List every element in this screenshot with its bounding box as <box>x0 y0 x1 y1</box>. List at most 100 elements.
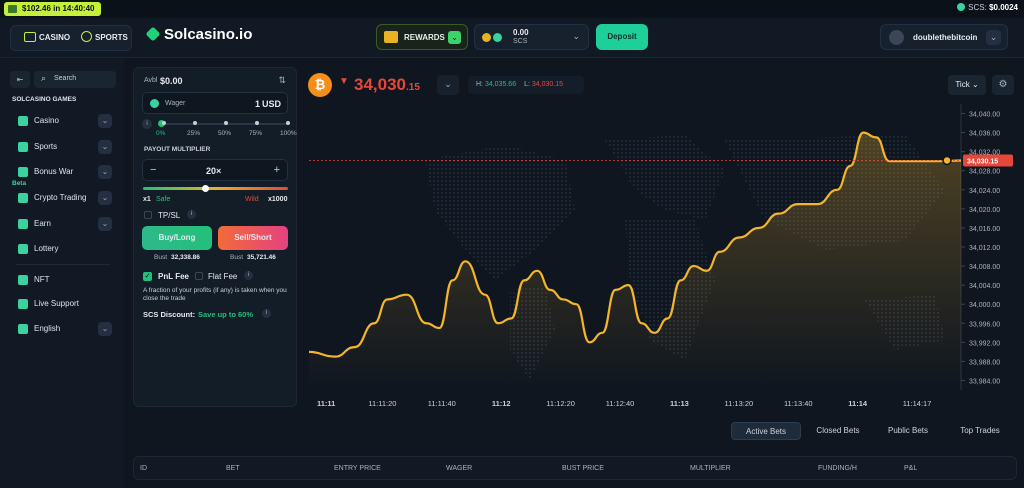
x-tick-label: 11:11:40 <box>428 399 456 408</box>
x-tick-label: 11:13 <box>670 399 689 408</box>
tick-mode-dropdown[interactable]: Tick ⌄ <box>948 75 986 95</box>
y-tick-label: 34,040.00 <box>969 112 1000 119</box>
sidebar-item-label: Sports <box>34 142 58 151</box>
sidebar-item-label: Crypto Trading <box>34 193 87 202</box>
sidebar-item-label: NFT <box>34 275 50 284</box>
nav-sports[interactable]: SPORTS <box>81 24 128 52</box>
scs-price: SCS: $0.0024 <box>957 3 1018 12</box>
collapse-sidebar-icon[interactable]: ⇤ <box>10 71 30 88</box>
wager-input[interactable]: Wager 1 USD <box>142 92 288 114</box>
col-multiplier: MULTIPLIER <box>690 465 731 472</box>
deposit-button[interactable]: Deposit <box>596 24 648 50</box>
sidebar-item-lottery[interactable]: Lottery <box>10 238 116 260</box>
logo-icon <box>145 26 161 42</box>
buy-long-button[interactable]: Buy/Long <box>142 226 212 250</box>
slot-icon <box>24 32 36 42</box>
price-chart: 33,984.00 33,988.00 33,992.00 33,996.00 34,0… <box>308 104 1013 408</box>
sidebar-item-bonus-war[interactable]: Bonus War ⌄ <box>10 161 116 183</box>
current-price-tag <box>963 154 1013 167</box>
sidebar-item-casino[interactable]: Casino ⌄ <box>10 110 116 132</box>
x-tick-label: 11:11:20 <box>368 399 396 408</box>
chevron-down-icon[interactable]: ⌄ <box>98 140 112 154</box>
slider-handle[interactable] <box>158 120 165 127</box>
multiplier-input[interactable]: − 20× + <box>142 159 288 181</box>
pnl-fee-checkbox[interactable]: ✓ <box>143 272 152 281</box>
current-price-label: 34,030.15 <box>967 158 998 165</box>
divider <box>16 264 110 265</box>
x-tick-label: 11:13:40 <box>784 399 813 408</box>
slider-tick-dot[interactable] <box>224 121 228 125</box>
y-tick-label: 34,000.00 <box>969 302 1000 309</box>
price-line <box>308 131 962 358</box>
col-pnl: P&L <box>904 465 918 472</box>
chevron-down-icon[interactable]: ⌄ <box>98 322 112 336</box>
low-price: 34,030.15 <box>531 81 564 88</box>
nav-casino[interactable]: CASINO <box>24 24 70 52</box>
multiplier-slider[interactable] <box>143 187 288 190</box>
info-icon[interactable]: i <box>244 271 253 280</box>
market-dropdown[interactable]: ⌄ <box>437 75 459 95</box>
sell-bust-price: 35,721.46 <box>247 254 276 261</box>
settings-gear-icon[interactable]: ⚙ <box>992 75 1014 95</box>
chevron-down-icon[interactable]: ⌄ <box>98 217 112 231</box>
slider-tick-dot[interactable] <box>162 121 166 125</box>
current-price-dot <box>942 155 952 166</box>
chevron-down-icon: ⌄ <box>572 31 580 41</box>
sidebar-item-live-support[interactable]: Live Support <box>10 293 116 315</box>
multiplier-handle[interactable] <box>202 185 209 192</box>
chevron-down-icon[interactable]: ⌄ <box>98 191 112 205</box>
col-id: ID <box>140 465 147 472</box>
bet-panel: Avbl $0.00 ⇅ Wager 1 USD i 0% 25% 50% 75% 10… <box>133 67 297 407</box>
sidebar-item-nft[interactable]: NFT <box>10 269 116 291</box>
x-tick-label: 11:11 <box>317 399 335 408</box>
slider-tick-dot[interactable] <box>255 121 259 125</box>
tab-closed-bets[interactable]: Closed Bets <box>816 426 860 435</box>
available-balance: $0.00 <box>160 76 183 86</box>
support-icon <box>18 299 28 309</box>
chevron-down-icon[interactable]: ⌄ <box>98 114 112 128</box>
current-price: 34,030.15 <box>354 75 420 94</box>
chevron-down-icon[interactable]: ⌄ <box>98 165 112 179</box>
tpsl-checkbox[interactable] <box>144 211 152 219</box>
sidebar-item-sports[interactable]: Sports ⌄ <box>10 136 116 158</box>
slider-tick-dot[interactable] <box>286 121 290 125</box>
sell-short-button[interactable]: Sell/Short <box>218 226 288 250</box>
site-logo[interactable]: Solcasino.io <box>145 26 252 43</box>
y-tick-label: 34,004.00 <box>969 283 1000 290</box>
search-input[interactable]: ⌕ Search <box>34 71 116 88</box>
sidebar-item-label: English <box>34 324 61 333</box>
decrease-button[interactable]: − <box>150 164 157 176</box>
rewards-button[interactable]: REWARDS ⌄ <box>376 24 468 50</box>
tab-top-trades[interactable]: Top Trades <box>960 426 1000 435</box>
user-menu[interactable]: doublethebitcoin ⌄ <box>880 24 1008 50</box>
tab-active-bets[interactable]: Active Bets <box>731 422 801 440</box>
slider-tick-label: 50% <box>218 130 232 137</box>
sidebar-item-label: Bonus War <box>34 167 74 176</box>
increase-button[interactable]: + <box>273 164 280 176</box>
col-bet: BET <box>226 465 240 472</box>
lottery-icon <box>18 244 28 254</box>
tab-public-bets[interactable]: Public Bets <box>887 426 929 435</box>
info-icon[interactable]: i <box>262 309 271 318</box>
high-low-box: H: 34,035.66 L: 34,030.15 <box>468 76 584 94</box>
header: CASINO SPORTS Solcasino.io REWARDS ⌄ 0.0… <box>0 18 1024 58</box>
sidebar-item-crypto-trading[interactable]: Crypto Trading ⌄ <box>10 187 116 209</box>
y-tick-label: 34,024.00 <box>969 188 1000 195</box>
search-icon: ⌕ <box>41 73 47 83</box>
slider-tick-dot[interactable] <box>193 121 197 125</box>
info-icon[interactable]: i <box>187 210 196 219</box>
swap-icon[interactable]: ⇅ <box>278 75 286 85</box>
scs-icon <box>493 33 502 42</box>
info-icon[interactable]: i <box>142 119 152 129</box>
wallet-selector[interactable]: 0.00 SCS ⌄ <box>474 24 589 50</box>
col-bust-price: BUST PRICE <box>562 465 604 472</box>
sidebar-item-earn[interactable]: Earn ⌄ <box>10 213 116 235</box>
sidebar-item-english[interactable]: English ⌄ <box>10 318 116 340</box>
down-arrow-icon: ▼ <box>339 76 349 87</box>
promo-badge[interactable]: $102.46 in 14:40:40 <box>4 2 101 16</box>
bonus-war-icon <box>18 167 28 177</box>
beta-badge: Beta <box>12 180 27 187</box>
y-tick-label: 34,032.00 <box>969 150 1000 157</box>
flat-fee-checkbox[interactable] <box>195 272 203 280</box>
chevron-down-icon: ⌄ <box>986 30 1001 45</box>
